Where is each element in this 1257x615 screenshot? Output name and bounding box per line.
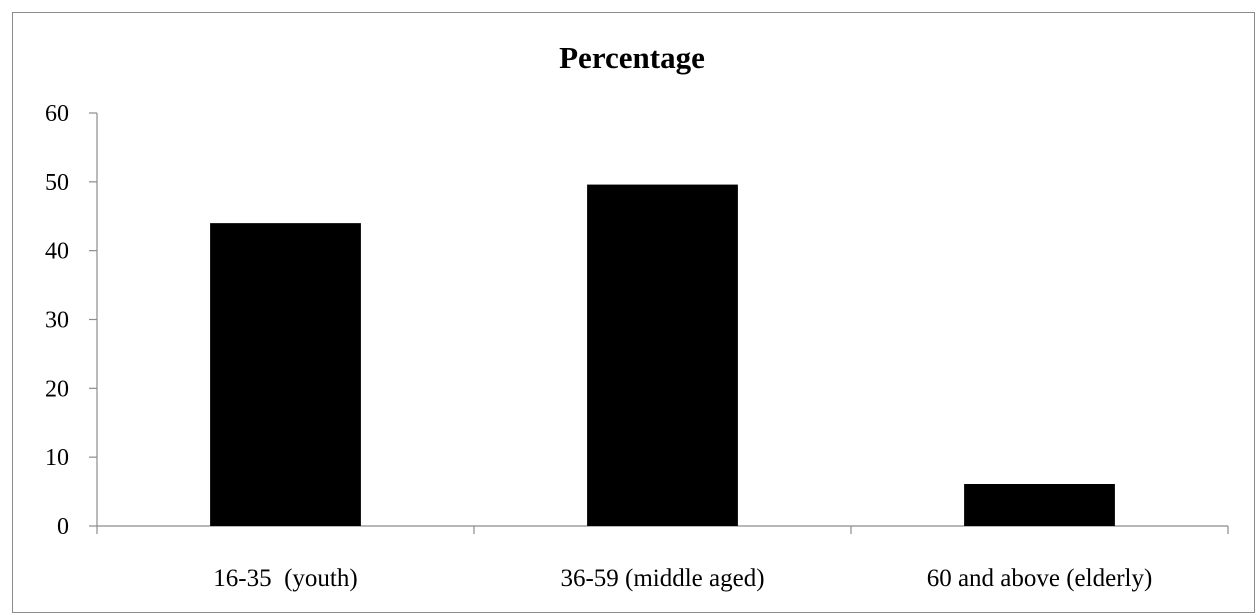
y-tick-label: 0 — [57, 514, 69, 540]
bars — [210, 184, 1115, 526]
y-tick-label: 20 — [45, 376, 69, 402]
x-category-label: 36-59 (middle aged) — [560, 565, 764, 592]
x-axis-labels: 16-35 (youth) 36-59 (middle aged) 60 and a… — [213, 565, 1152, 592]
y-tick-label: 50 — [45, 170, 69, 196]
bar — [587, 184, 738, 526]
bar — [964, 484, 1115, 526]
x-category-label: 16-35 (youth) — [213, 565, 357, 592]
y-tick-label: 40 — [45, 239, 69, 265]
y-tick-label: 10 — [45, 445, 69, 471]
y-tick-label: 60 — [45, 101, 69, 127]
y-axis-ticks: 0 10 20 30 40 50 60 — [45, 101, 97, 540]
bar — [210, 223, 361, 526]
x-category-label: 60 and above (elderly) — [927, 565, 1153, 592]
y-tick-label: 30 — [45, 308, 69, 334]
chart-title: Percentage — [559, 40, 705, 75]
